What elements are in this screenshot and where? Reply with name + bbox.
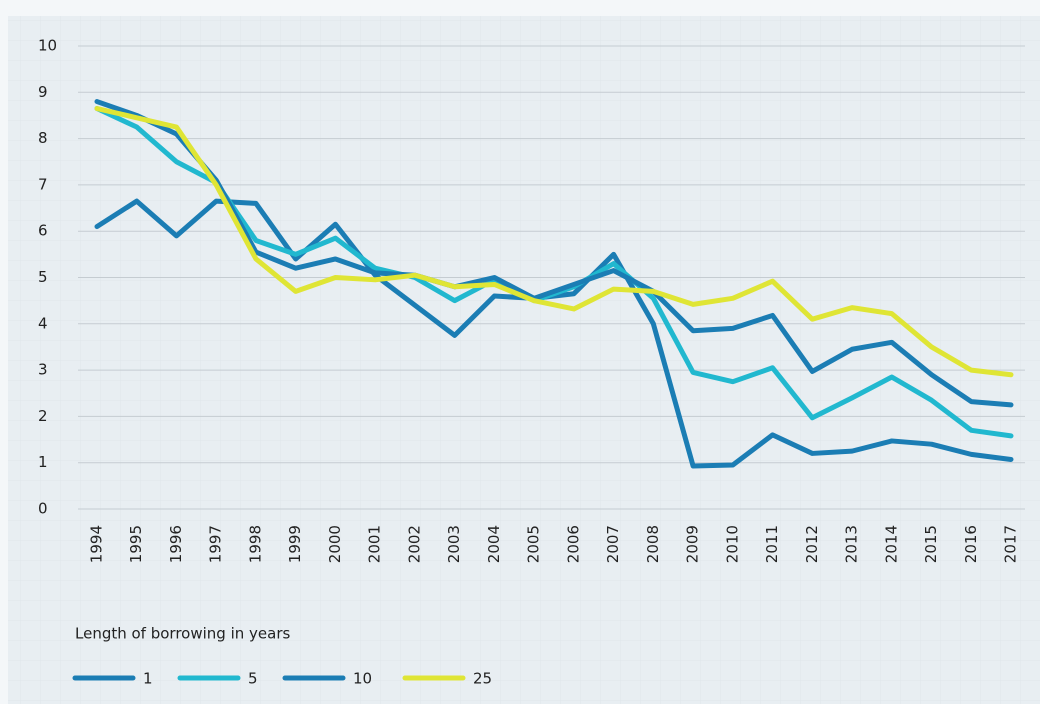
x-tick-label: 2001 <box>366 525 384 563</box>
series-line <box>94 99 1014 408</box>
legend-label: 10 <box>353 670 372 688</box>
x-tick-label: 2008 <box>644 525 662 563</box>
x-tick-label: 2016 <box>962 525 980 563</box>
x-tick-label: 2011 <box>763 525 781 563</box>
x-tick-label: 2010 <box>723 525 741 563</box>
x-tick-label: 2012 <box>803 525 821 563</box>
x-tick-label: 2017 <box>1002 525 1020 563</box>
y-tick-label: 6 <box>38 222 48 240</box>
x-tick-label: 2002 <box>405 525 423 563</box>
x-tick-label: 2000 <box>326 525 344 563</box>
x-tick-label: 1999 <box>286 525 304 563</box>
y-tick-label: 2 <box>38 407 48 425</box>
legend-label: 1 <box>143 670 153 688</box>
x-tick-label: 2007 <box>604 525 622 563</box>
y-tick-label: 3 <box>38 361 48 379</box>
y-tick-label: 0 <box>38 500 48 518</box>
y-tick-label: 9 <box>38 83 48 101</box>
series-line <box>94 106 1014 378</box>
y-tick-label: 5 <box>38 268 48 286</box>
y-tick-label: 8 <box>38 129 48 147</box>
y-tick-label: 4 <box>38 314 48 332</box>
y-tick-label: 10 <box>38 37 57 55</box>
legend-label: 5 <box>248 670 258 688</box>
x-tick-label: 1998 <box>246 525 264 563</box>
x-tick-label: 2014 <box>882 525 900 563</box>
x-tick-label: 1996 <box>167 525 185 563</box>
y-tick-label: 1 <box>38 453 48 471</box>
x-tick-label: 2005 <box>525 525 543 563</box>
x-tick-label: 2004 <box>485 525 503 563</box>
x-tick-label: 2003 <box>445 525 463 563</box>
legend-label: 25 <box>473 670 492 688</box>
legend-title: Length of borrowing in years <box>75 625 290 643</box>
x-tick-label: 2015 <box>922 525 940 563</box>
panel-grid <box>8 16 1040 704</box>
x-tick-label: 2013 <box>843 525 861 563</box>
x-tick-label: 1994 <box>88 525 106 563</box>
x-tick-label: 2009 <box>684 525 702 563</box>
x-tick-label: 2006 <box>564 525 582 563</box>
x-tick-label: 1997 <box>207 525 225 563</box>
y-tick-label: 7 <box>38 175 48 193</box>
x-tick-label: 1995 <box>127 525 145 563</box>
